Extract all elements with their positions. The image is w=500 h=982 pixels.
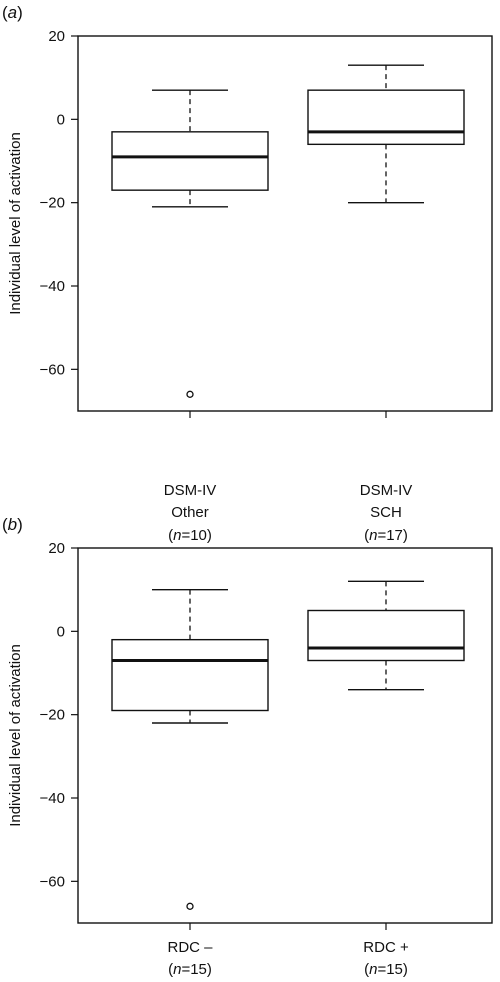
outlier-point: [186, 902, 194, 910]
x-category-label: (n=17): [364, 527, 408, 544]
box-group-2: DSM-IV SCH (n=17): [307, 64, 465, 544]
x-category-label: DSM-IV: [360, 482, 413, 499]
iqr-box: [307, 89, 465, 146]
y-tick-label: −20: [40, 707, 65, 724]
chart-panel-b: (b) 20 0 −20 −40 −60 Individual level of activ…: [2, 515, 493, 978]
box-group-1: RDC – (n=15): [111, 588, 269, 978]
x-category-label: DSM-IV: [164, 482, 217, 499]
x-category-label: Other: [171, 504, 209, 521]
y-tick-label: −20: [40, 195, 65, 212]
iqr-box: [111, 638, 269, 712]
plot-frame: [77, 547, 493, 924]
y-axis-label: Individual level of activation: [7, 644, 24, 827]
panel-label: (a): [2, 3, 23, 22]
x-category-label: RDC +: [363, 939, 409, 956]
y-axis-label: Individual level of activation: [7, 132, 24, 315]
y-tick-label: 20: [48, 28, 65, 45]
y-tick-label: −40: [40, 790, 65, 807]
box-group-1: DSM-IV Other (n=10): [111, 89, 269, 544]
panel-label: (b): [2, 515, 23, 534]
y-tick-label: 0: [57, 623, 65, 640]
iqr-box: [307, 609, 465, 662]
box-group-2: RDC + (n=15): [307, 580, 465, 978]
y-tick-label: −60: [40, 873, 65, 890]
y-tick-label: −60: [40, 361, 65, 378]
iqr-box: [111, 131, 269, 191]
x-category-label: (n=15): [168, 961, 212, 978]
chart-panel-a: (a) 20 0 −20 −40 −60 Individual level of activ…: [2, 3, 493, 544]
x-category-label: SCH: [370, 504, 402, 521]
y-tick-label: 0: [57, 111, 65, 128]
x-category-label: (n=15): [364, 961, 408, 978]
y-tick-label: −40: [40, 278, 65, 295]
y-tick-label: 20: [48, 540, 65, 557]
x-category-label: RDC –: [167, 939, 213, 956]
plot-frame: [77, 35, 493, 412]
x-category-label: (n=10): [168, 527, 212, 544]
outlier-point: [186, 390, 194, 398]
